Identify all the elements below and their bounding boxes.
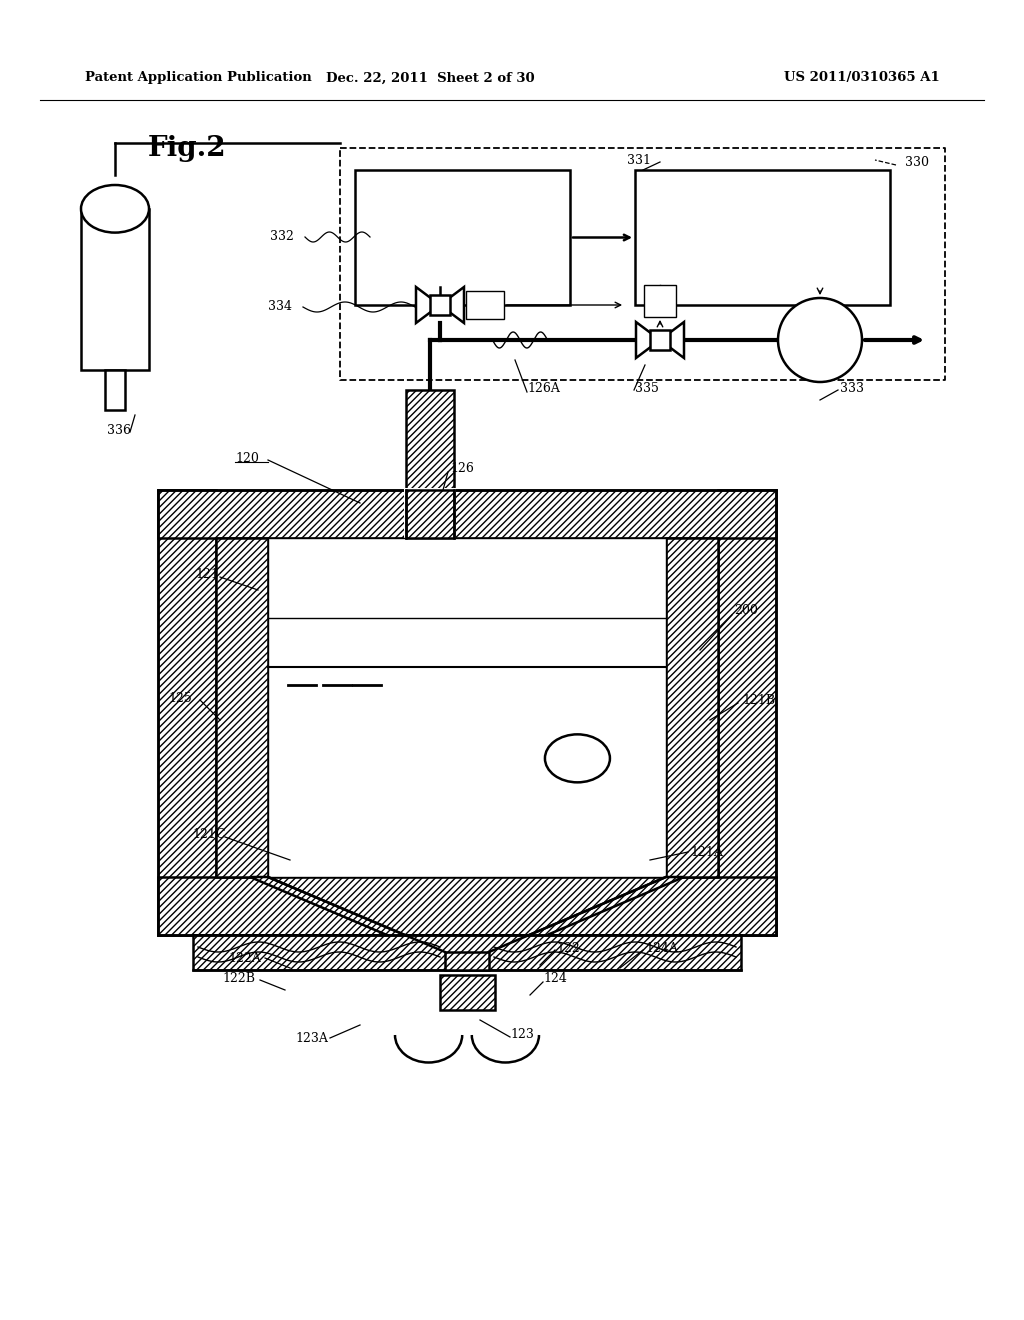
Text: 122B: 122B bbox=[222, 972, 255, 985]
Text: 336: 336 bbox=[106, 424, 131, 437]
Bar bbox=[644, 285, 676, 317]
Text: 124A: 124A bbox=[645, 941, 678, 954]
Text: Dec. 22, 2011  Sheet 2 of 30: Dec. 22, 2011 Sheet 2 of 30 bbox=[326, 71, 535, 84]
Polygon shape bbox=[636, 322, 660, 358]
Text: 122A: 122A bbox=[228, 952, 261, 965]
Bar bbox=[650, 330, 670, 350]
Bar bbox=[666, 539, 718, 876]
Bar bbox=[268, 539, 666, 876]
Ellipse shape bbox=[81, 185, 150, 232]
Text: Fig.2: Fig.2 bbox=[148, 135, 226, 161]
Bar bbox=[81, 209, 150, 370]
Text: 126: 126 bbox=[450, 462, 474, 474]
Polygon shape bbox=[416, 286, 440, 323]
Text: 121C: 121C bbox=[193, 829, 225, 842]
Text: 123: 123 bbox=[510, 1028, 534, 1041]
Text: 125: 125 bbox=[168, 692, 191, 705]
Bar bbox=[466, 290, 504, 319]
Polygon shape bbox=[660, 322, 684, 358]
Bar bbox=[105, 370, 125, 411]
Text: 122: 122 bbox=[556, 941, 580, 954]
Polygon shape bbox=[489, 876, 684, 952]
Bar bbox=[718, 490, 776, 935]
Circle shape bbox=[778, 298, 862, 381]
Bar bbox=[439, 975, 495, 1010]
Text: 334: 334 bbox=[268, 301, 292, 314]
Text: 121A: 121A bbox=[690, 846, 723, 858]
Bar bbox=[445, 952, 489, 970]
Bar bbox=[158, 876, 776, 935]
Text: 121B: 121B bbox=[742, 693, 775, 706]
Polygon shape bbox=[440, 286, 464, 323]
Text: 120: 120 bbox=[234, 451, 259, 465]
Text: 200: 200 bbox=[734, 603, 758, 616]
Text: 330: 330 bbox=[905, 157, 929, 169]
Bar bbox=[635, 170, 890, 305]
Text: 121: 121 bbox=[195, 569, 219, 582]
Text: 332: 332 bbox=[270, 231, 294, 243]
Bar bbox=[268, 539, 666, 618]
Text: 126A: 126A bbox=[527, 381, 560, 395]
Bar bbox=[158, 490, 776, 539]
Text: 335: 335 bbox=[635, 381, 658, 395]
Text: Patent Application Publication: Patent Application Publication bbox=[85, 71, 311, 84]
Text: 124: 124 bbox=[543, 972, 567, 985]
Text: 331: 331 bbox=[627, 153, 651, 166]
Ellipse shape bbox=[545, 734, 610, 783]
Text: 123A: 123A bbox=[295, 1031, 328, 1044]
Bar bbox=[404, 488, 456, 540]
Text: US 2011/0310365 A1: US 2011/0310365 A1 bbox=[784, 71, 940, 84]
Bar bbox=[406, 490, 454, 539]
Bar bbox=[158, 490, 216, 935]
Bar bbox=[193, 935, 741, 970]
Polygon shape bbox=[250, 876, 445, 952]
Bar bbox=[430, 296, 450, 314]
Text: 333: 333 bbox=[840, 381, 864, 395]
Bar bbox=[355, 170, 570, 305]
Bar bbox=[216, 539, 268, 876]
Bar bbox=[406, 389, 454, 500]
